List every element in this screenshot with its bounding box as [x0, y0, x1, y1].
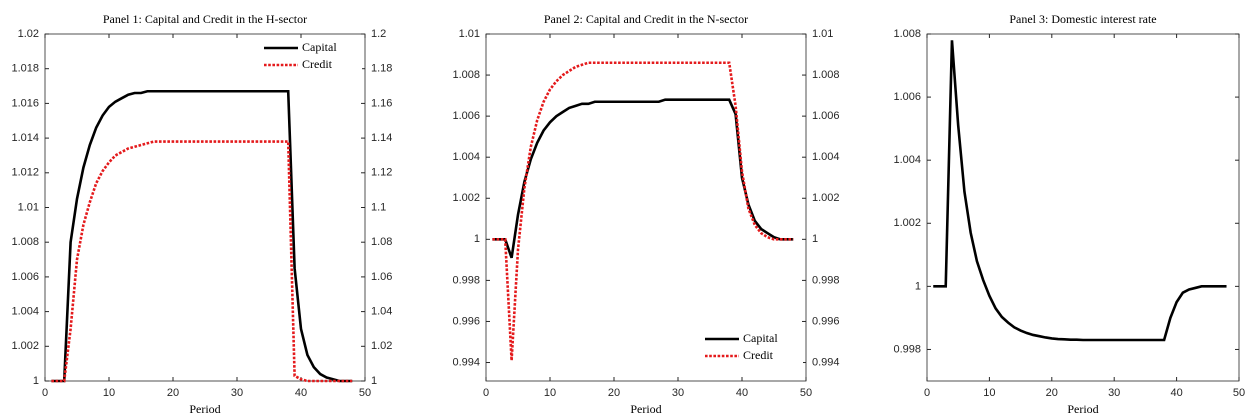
y-tick-label: 0.994 — [452, 356, 480, 368]
series-line — [933, 40, 1227, 342]
y-tick-label: 1.006 — [11, 271, 39, 283]
y2-tick-label: 1.004 — [812, 151, 840, 163]
plot-frame — [926, 33, 1240, 382]
series-line — [51, 89, 353, 383]
series-line — [51, 140, 353, 383]
y2-tick-label: 1.02 — [371, 340, 392, 352]
y-tick-label: 1.002 — [452, 192, 480, 204]
y-tick-label: 1.012 — [11, 167, 39, 179]
legend-label: Capital — [743, 331, 778, 345]
x-axis-label: Period — [630, 402, 661, 416]
y-tick-label: 1.004 — [893, 154, 921, 166]
y2-tick-label: 1 — [812, 233, 818, 245]
y2-tick-label: 1.2 — [371, 28, 386, 40]
y-tick-label: 1.004 — [11, 306, 39, 318]
x-tick-label: 10 — [103, 387, 115, 399]
x-tick-label: 20 — [167, 387, 179, 399]
x-tick-label: 20 — [1046, 387, 1058, 399]
y-tick-label: 1.02 — [18, 28, 39, 40]
x-tick-label: 30 — [231, 387, 243, 399]
y2-tick-label: 1.16 — [371, 97, 392, 109]
legend-label: Capital — [302, 40, 337, 54]
x-tick-label: 10 — [544, 387, 556, 399]
y-tick-label: 1.008 — [893, 28, 921, 40]
y2-tick-label: 1.14 — [371, 132, 392, 144]
y-tick-label: 0.998 — [893, 343, 921, 355]
x-tick-label: 40 — [1170, 387, 1182, 399]
y-tick-label: 1.002 — [11, 340, 39, 352]
x-tick-label: 40 — [295, 387, 307, 399]
x-tick-label: 50 — [800, 387, 812, 399]
y-tick-label: 1.016 — [11, 97, 39, 109]
y-tick-label: 1 — [915, 280, 921, 292]
x-tick-label: 10 — [983, 387, 995, 399]
y2-tick-label: 1.18 — [371, 63, 392, 75]
legend-box — [258, 38, 362, 86]
y2-tick-label: 1.12 — [371, 167, 392, 179]
legend-box — [699, 329, 803, 377]
x-tick-label: 40 — [736, 387, 748, 399]
y-tick-label: 1.008 — [11, 236, 39, 248]
chart-title: Panel 1: Capital and Credit in the H-sec… — [103, 12, 307, 26]
x-tick-label: 20 — [608, 387, 620, 399]
y2-tick-label: 1.04 — [371, 306, 392, 318]
x-tick-label: 30 — [1108, 387, 1120, 399]
y2-tick-label: 0.996 — [812, 315, 840, 327]
y-tick-label: 1 — [474, 233, 480, 245]
plot-frame — [485, 33, 807, 382]
x-tick-label: 0 — [42, 387, 48, 399]
x-tick-label: 50 — [1233, 387, 1245, 399]
x-tick-label: 0 — [483, 387, 489, 399]
y-tick-label: 1.002 — [893, 217, 921, 229]
y-tick-label: 1.01 — [18, 201, 39, 213]
y2-tick-label: 1.002 — [812, 192, 840, 204]
y-tick-label: 0.998 — [452, 274, 480, 286]
legend-label: Credit — [302, 57, 333, 71]
y-tick-label: 1.006 — [893, 91, 921, 103]
y2-tick-label: 0.998 — [812, 274, 840, 286]
plot-frame — [44, 33, 366, 382]
chart-title: Panel 2: Capital and Credit in the N-sec… — [544, 12, 748, 26]
y2-tick-label: 1.1 — [371, 201, 386, 213]
x-axis-label: Period — [189, 402, 220, 416]
y2-tick-label: 1 — [371, 375, 377, 387]
y2-tick-label: 1.008 — [812, 69, 840, 81]
y-tick-label: 1.006 — [452, 110, 480, 122]
x-tick-label: 0 — [924, 387, 930, 399]
y-tick-label: 1.018 — [11, 63, 39, 75]
series-line — [492, 98, 794, 259]
chart-title: Panel 3: Domestic interest rate — [1009, 12, 1156, 26]
y-tick-label: 1.01 — [459, 28, 480, 40]
y-tick-label: 1 — [33, 375, 39, 387]
y2-tick-label: 0.994 — [812, 356, 840, 368]
y2-tick-label: 1.06 — [371, 271, 392, 283]
y2-tick-label: 1.006 — [812, 110, 840, 122]
series-line — [492, 61, 794, 361]
y-tick-label: 1.014 — [11, 132, 39, 144]
x-axis-label: Period — [1067, 402, 1098, 416]
y-tick-label: 1.008 — [452, 69, 480, 81]
y-tick-label: 1.004 — [452, 151, 480, 163]
x-tick-label: 50 — [359, 387, 371, 399]
x-tick-label: 30 — [672, 387, 684, 399]
y-tick-label: 0.996 — [452, 315, 480, 327]
y2-tick-label: 1.01 — [812, 28, 833, 40]
y2-tick-label: 1.08 — [371, 236, 392, 248]
legend-label: Credit — [743, 348, 774, 362]
